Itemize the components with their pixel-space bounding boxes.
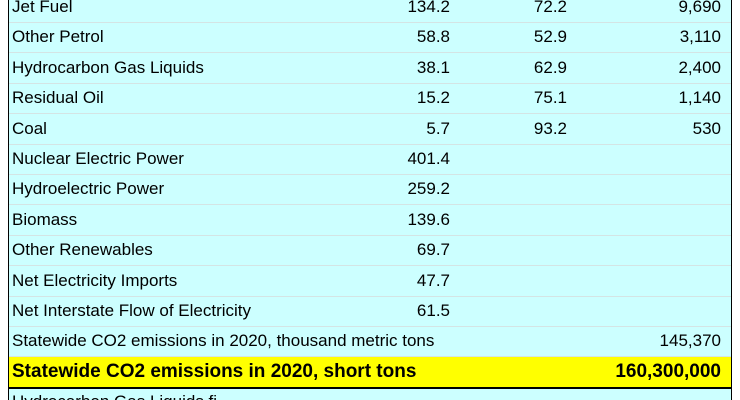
table-row: Biomass 139.6: [9, 205, 731, 236]
value-cell: 5.7: [426, 118, 450, 138]
value-cell: 38.1: [416, 57, 450, 77]
row-label: Coal: [12, 118, 47, 138]
row-label: Jet Fuel: [12, 0, 73, 16]
value-cell: 52.9: [533, 27, 567, 47]
value-cell: 401.4: [407, 149, 450, 168]
table-row: Residual Oil 15.2 75.1 1,140: [9, 83, 731, 115]
value-cell: 9,690: [678, 0, 721, 16]
table-row: Net Interstate Flow of Electricity 61.5: [9, 296, 731, 327]
value-cell: 69.7: [416, 240, 450, 260]
row-label: Other Renewables: [12, 240, 153, 260]
value-cell: 259.2: [407, 179, 450, 199]
value-cell: 15.2: [416, 88, 450, 108]
row-label: Hydrocarbon Gas Liquids fi: [12, 387, 217, 400]
table-row: Hydrocarbon Gas Liquids 38.1 62.9 2,400: [9, 53, 731, 84]
value-cell: 145,370: [659, 331, 721, 351]
value-cell: 72.2: [533, 0, 567, 16]
row-label: Biomass: [12, 209, 78, 229]
value-cell: 134.2: [407, 0, 450, 16]
value-cell: 93.2: [533, 118, 567, 138]
row-label: Residual Oil: [12, 88, 104, 108]
table-row: Jet Fuel 134.2 72.2 9,690: [9, 0, 731, 23]
row-label: Statewide CO2 emissions in 2020, thousan…: [12, 331, 435, 351]
value-cell: 1,140: [678, 88, 721, 108]
row-label: Net Interstate Flow of Electricity: [12, 301, 252, 320]
spreadsheet: Jet Fuel 134.2 72.2 9,690 Other Petrol 58.8 52…: [8, 0, 732, 400]
table-row: Hydrocarbon Gas Liquids fi: [9, 387, 731, 400]
table-row: Statewide CO2 emissions in 2020, thousan…: [9, 326, 731, 358]
row-label: Hydrocarbon Gas Liquids: [12, 57, 204, 77]
table-row: Statewide CO2 emissions in 2020, short t…: [9, 356, 731, 389]
value-cell: 530: [692, 118, 721, 138]
table-row: Net Electricity Imports 47.7: [9, 266, 731, 297]
value-cell: 75.1: [533, 88, 567, 108]
row-label: Hydroelectric Power: [12, 179, 165, 199]
value-cell: 58.8: [416, 27, 450, 47]
table-row: Coal 5.7 93.2 530: [9, 114, 731, 145]
value-cell: 62.9: [533, 57, 567, 77]
value-cell: 3,110: [679, 27, 721, 47]
value-cell: 47.7: [416, 270, 450, 290]
value-cell: 2,400: [678, 57, 721, 77]
row-label: Statewide CO2 emissions in 2020, short t…: [12, 360, 417, 382]
row-label: Nuclear Electric Power: [12, 149, 184, 168]
table-row: Other Renewables 69.7: [9, 235, 731, 267]
value-cell: 160,300,000: [615, 360, 721, 382]
table-row: Other Petrol 58.8 52.9 3,110: [9, 22, 731, 54]
table-row: Hydroelectric Power 259.2: [9, 174, 731, 206]
value-cell: 139.6: [407, 209, 450, 229]
row-label: Other Petrol: [12, 27, 104, 47]
table-row: Nuclear Electric Power 401.4: [9, 144, 731, 175]
value-cell: 61.5: [416, 301, 450, 320]
row-label: Net Electricity Imports: [12, 270, 178, 290]
